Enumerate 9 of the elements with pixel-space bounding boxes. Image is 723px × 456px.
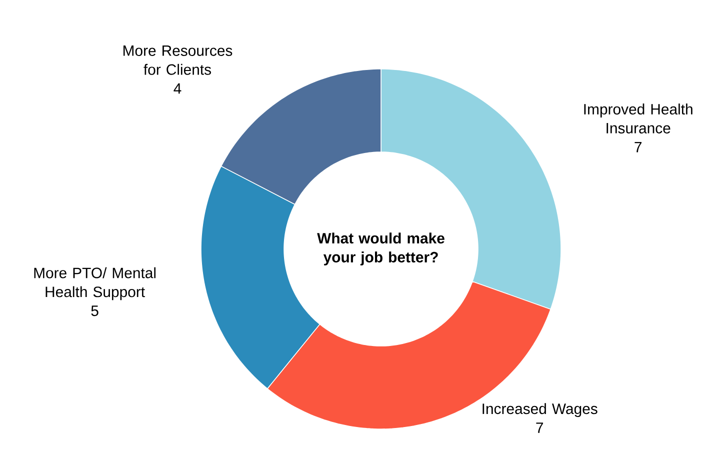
slice-label: Improved Health Insurance	[584, 104, 692, 134]
data-label: 7	[536, 422, 544, 433]
slice-label: More PTO/ Mental Health Support	[34, 267, 156, 300]
slice-label: More Resources for Clients	[123, 46, 232, 75]
data-label: 7	[634, 142, 642, 152]
slice-label: Increased Wages	[482, 403, 598, 418]
data-label: 4	[174, 83, 182, 94]
data-label: 5	[91, 306, 98, 316]
text: What would make your job better?	[317, 232, 444, 266]
